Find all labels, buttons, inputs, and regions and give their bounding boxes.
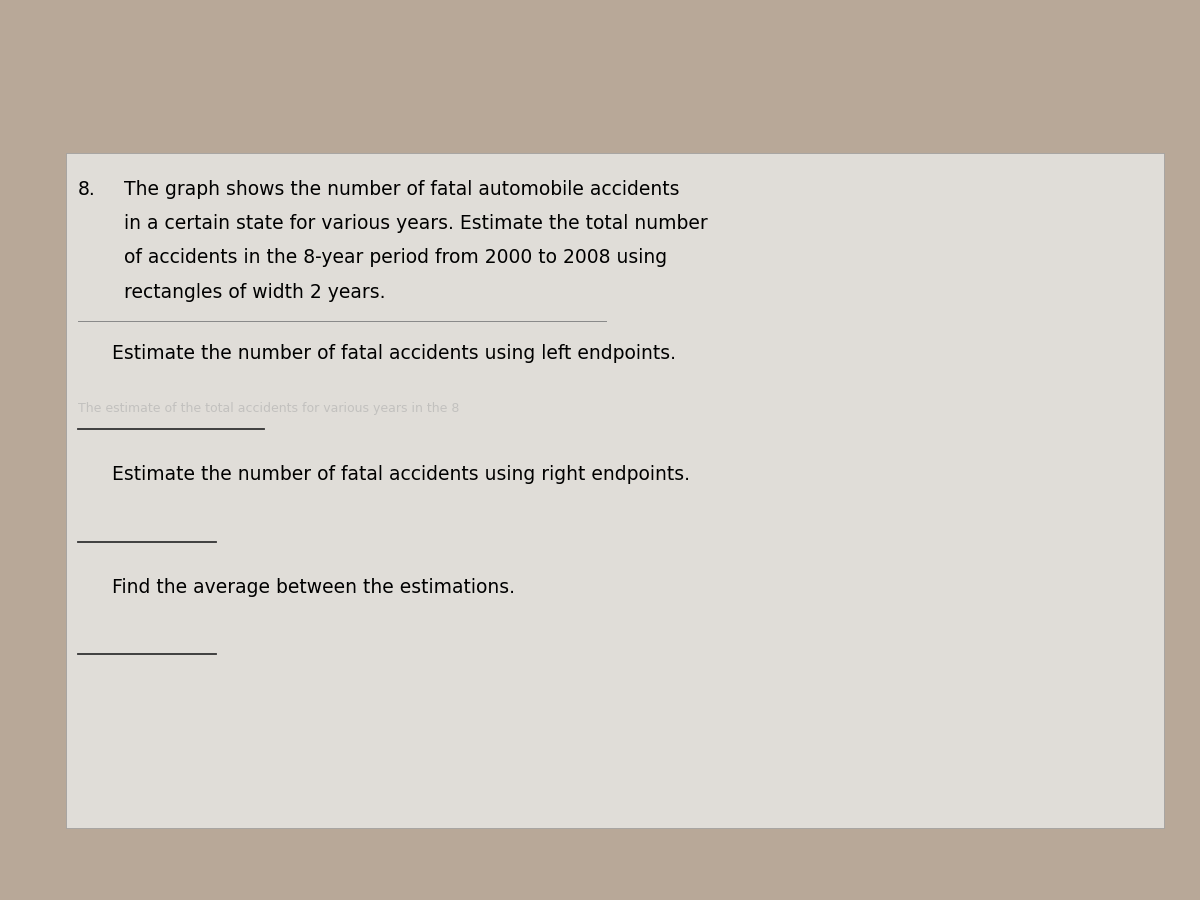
- Y-axis label: Fatal collisions per year: Fatal collisions per year: [558, 268, 571, 416]
- Text: The estimate of the total accidents for various years in the 8: The estimate of the total accidents for …: [78, 402, 460, 415]
- Text: The graph shows the number of fatal automobile accidents: The graph shows the number of fatal auto…: [124, 180, 679, 199]
- Text: 1795: 1795: [660, 347, 692, 361]
- Text: 8.: 8.: [78, 180, 96, 199]
- Text: 3763: 3763: [968, 200, 1001, 212]
- Text: Estimate the number of fatal accidents using right endpoints.: Estimate the number of fatal accidents u…: [112, 465, 690, 484]
- Text: Find the average between the estimations.: Find the average between the estimations…: [112, 578, 515, 597]
- Text: Estimate the number of fatal accidents using left endpoints.: Estimate the number of fatal accidents u…: [112, 344, 676, 363]
- Text: 2729: 2729: [755, 277, 786, 291]
- Text: 3407: 3407: [853, 226, 884, 239]
- X-axis label: Year: Year: [863, 532, 889, 544]
- Text: of accidents in the 8-year period from 2000 to 2008 using: of accidents in the 8-year period from 2…: [124, 248, 667, 267]
- Text: rectangles of width 2 years.: rectangles of width 2 years.: [124, 283, 385, 302]
- Text: 1034: 1034: [1067, 438, 1099, 451]
- Text: in a certain state for various years. Estimate the total number: in a certain state for various years. Es…: [124, 214, 707, 233]
